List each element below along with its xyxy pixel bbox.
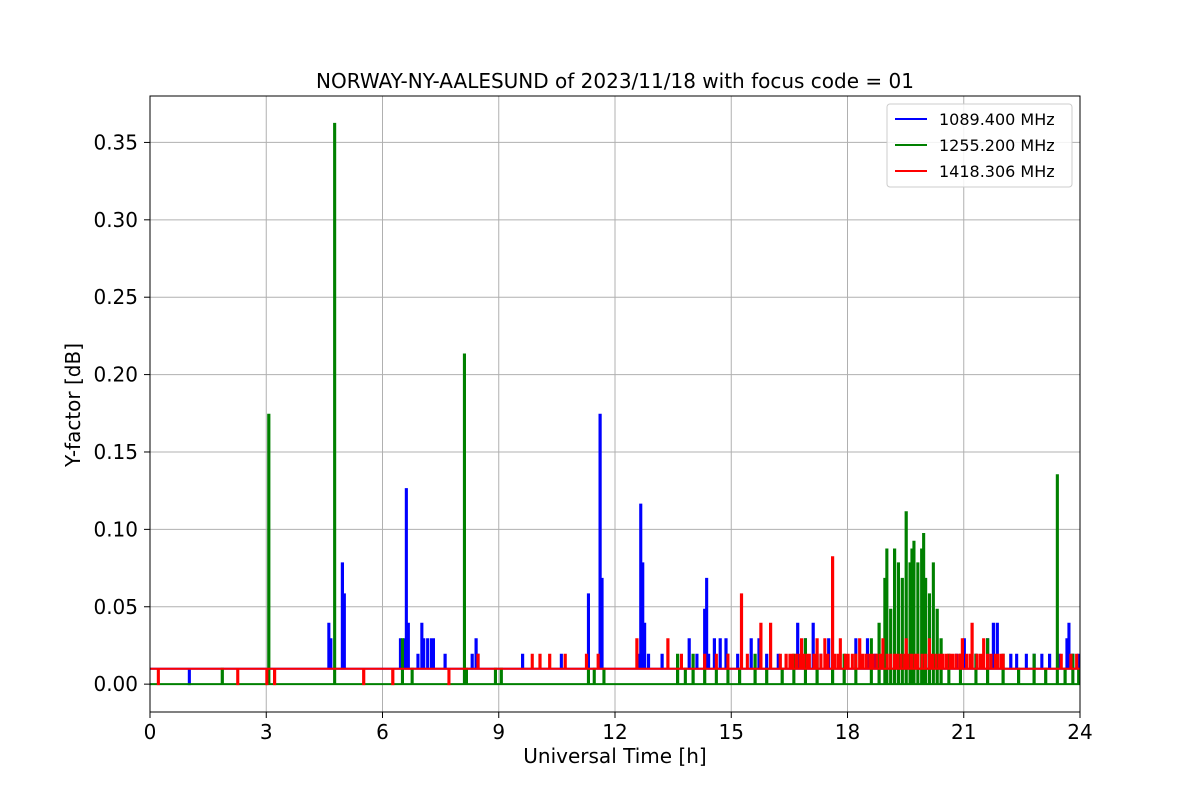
x-tick-label: 15 bbox=[719, 720, 744, 744]
y-tick-label: 0.25 bbox=[93, 285, 138, 309]
y-tick-label: 0.20 bbox=[93, 363, 138, 387]
y-axis-label: Y-factor [dB] bbox=[61, 343, 85, 468]
series-line-3 bbox=[150, 556, 1080, 686]
x-tick-label: 18 bbox=[835, 720, 860, 744]
y-tick-label: 0.35 bbox=[93, 130, 138, 154]
y-tick-label: 0.10 bbox=[93, 517, 138, 541]
legend-label: 1089.400 MHz bbox=[939, 110, 1055, 129]
legend-box bbox=[886, 103, 1073, 188]
legend-label: 1255.200 MHz bbox=[939, 136, 1055, 155]
x-tick-label: 0 bbox=[144, 720, 157, 744]
x-tick-label: 3 bbox=[260, 720, 273, 744]
x-axis-label: Universal Time [h] bbox=[523, 744, 706, 768]
x-tick-label: 9 bbox=[492, 720, 505, 744]
chart-title: NORWAY-NY-AALESUND of 2023/11/18 with fo… bbox=[316, 69, 914, 93]
series-line-2 bbox=[150, 122, 1081, 686]
x-tick-label: 21 bbox=[951, 720, 976, 744]
y-tick-label: 0.15 bbox=[93, 440, 138, 464]
legend: 1089.400 MHz 1255.200 MHz 1418.306 MHz bbox=[886, 103, 1073, 188]
y-tick-label: 0.05 bbox=[93, 595, 138, 619]
x-tick-label: 24 bbox=[1067, 720, 1092, 744]
series-layer bbox=[150, 122, 1081, 686]
x-ticks: 0 3 6 9 12 15 18 21 24 bbox=[144, 712, 1093, 744]
grid-lines bbox=[149, 96, 1081, 712]
y-tick-label: 0.00 bbox=[93, 672, 138, 696]
legend-label: 1418.306 MHz bbox=[939, 162, 1055, 181]
x-tick-label: 12 bbox=[602, 720, 627, 744]
y-ticks: 0.00 0.05 0.10 0.15 0.20 0.25 0.30 0.35 bbox=[93, 130, 150, 696]
y-tick-label: 0.30 bbox=[93, 208, 138, 232]
x-tick-label: 6 bbox=[376, 720, 389, 744]
